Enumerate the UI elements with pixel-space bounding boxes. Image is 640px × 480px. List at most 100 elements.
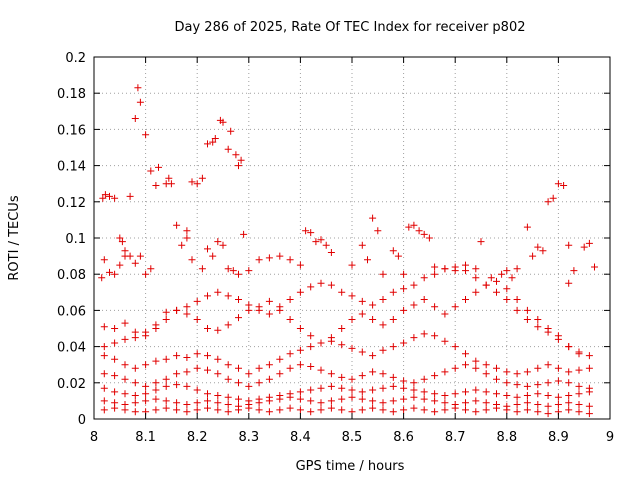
data-point: [173, 306, 181, 314]
data-point: [224, 393, 232, 401]
data-point: [358, 395, 366, 403]
data-point: [369, 316, 377, 323]
data-point: [296, 325, 304, 332]
data-point: [118, 238, 126, 246]
data-point: [219, 118, 227, 126]
data-point: [142, 390, 150, 398]
data-point: [554, 401, 562, 408]
data-point: [240, 230, 248, 238]
data-point: [431, 303, 439, 311]
data-point: [296, 346, 304, 354]
data-point: [379, 399, 387, 407]
data-point: [410, 334, 418, 342]
data-point: [508, 274, 516, 282]
data-point: [431, 332, 439, 340]
data-point: [193, 386, 201, 394]
data-point: [379, 406, 387, 414]
data-point: [534, 390, 542, 398]
data-point: [327, 382, 335, 390]
data-point: [585, 410, 593, 418]
data-point: [565, 368, 573, 376]
data-point: [167, 180, 175, 188]
data-point: [493, 390, 500, 398]
data-point: [410, 281, 418, 289]
data-point: [162, 308, 170, 316]
data-point: [451, 364, 459, 372]
data-point: [338, 395, 346, 403]
data-point: [369, 404, 377, 412]
data-point: [327, 370, 335, 378]
data-point: [539, 247, 547, 255]
data-point: [100, 256, 108, 264]
series-upper-cluster: [98, 180, 598, 287]
data-point: [585, 364, 593, 372]
data-point: [214, 326, 222, 334]
data-point: [462, 296, 469, 303]
data-point: [165, 174, 173, 182]
data-point: [286, 393, 294, 401]
data-point: [534, 401, 542, 408]
x-axis-ticks: 8 8.1 8.2 8.3 8.4 8.5 8.6 8.7 8.8 8.9 9: [90, 57, 614, 445]
data-point: [441, 310, 449, 318]
data-point: [235, 296, 242, 303]
data-point: [451, 390, 459, 398]
data-point: [214, 399, 222, 407]
data-point: [513, 370, 521, 378]
data-point: [441, 337, 449, 345]
data-point: [100, 370, 108, 378]
data-point: [235, 379, 242, 387]
data-point: [302, 227, 310, 235]
data-point: [317, 236, 325, 244]
data-point: [100, 352, 108, 360]
data-point: [575, 408, 583, 416]
data-point: [296, 406, 304, 414]
data-point: [219, 241, 227, 249]
data-point: [255, 364, 263, 372]
data-point: [162, 397, 170, 405]
data-point: [237, 156, 245, 164]
data-point: [523, 406, 531, 414]
data-point: [503, 379, 511, 387]
data-point: [554, 364, 562, 372]
data-point: [255, 406, 263, 414]
data-point: [193, 399, 201, 407]
data-point: [183, 310, 191, 318]
data-point: [286, 256, 294, 264]
data-point: [183, 303, 191, 311]
data-point: [565, 406, 573, 414]
data-point: [245, 370, 253, 378]
data-point: [193, 364, 201, 372]
data-point: [462, 388, 469, 396]
data-point: [503, 267, 511, 275]
data-point: [348, 393, 356, 401]
data-point: [389, 343, 397, 351]
data-point: [265, 397, 273, 405]
data-point: [307, 229, 315, 237]
data-point: [245, 382, 253, 390]
data-point: [585, 352, 593, 360]
data-point: [296, 388, 304, 396]
data-point: [338, 384, 346, 392]
data-point: [307, 408, 315, 416]
data-point: [462, 361, 469, 369]
data-point: [214, 392, 222, 399]
x-tick-label: 8.9: [548, 430, 569, 445]
data-point: [183, 368, 191, 376]
data-point: [152, 321, 160, 329]
data-point: [142, 131, 150, 139]
data-point: [100, 323, 108, 331]
data-point: [389, 316, 397, 323]
data-point: [183, 382, 191, 390]
data-point: [523, 399, 531, 407]
data-point: [235, 270, 242, 278]
data-point: [358, 372, 366, 380]
data-point: [235, 406, 242, 414]
data-point: [431, 408, 439, 416]
data-point: [431, 390, 439, 398]
series-high-early: [99, 84, 245, 260]
data-point: [224, 361, 232, 369]
data-point: [482, 361, 490, 369]
data-point: [142, 382, 150, 390]
data-point: [400, 285, 408, 293]
data-point: [198, 265, 206, 273]
